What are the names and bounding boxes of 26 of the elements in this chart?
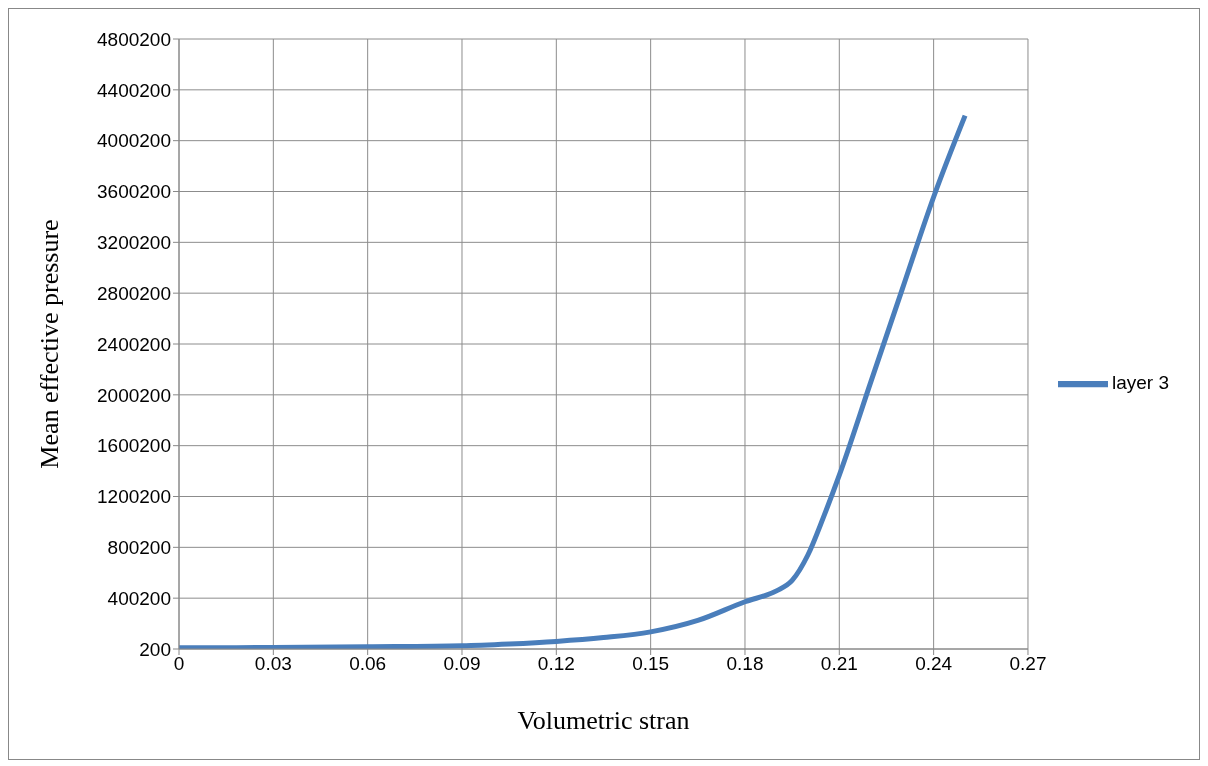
x-tick-label: 0.24	[915, 653, 953, 675]
y-tick-label: 2400200	[97, 333, 171, 355]
y-tick-label: 4400200	[97, 79, 171, 101]
y-tick-label: 200	[139, 638, 171, 660]
y-tick-label: 4000200	[97, 130, 171, 152]
x-tick-label: 0.06	[349, 653, 387, 675]
y-tick-label: 2000200	[97, 384, 171, 406]
x-tick-label: 0	[173, 653, 185, 675]
y-tick-label: 800200	[107, 537, 171, 559]
x-tick-label: 0.15	[632, 653, 670, 675]
y-tick-label: 3200200	[97, 232, 171, 254]
y-tick-label: 2800200	[97, 282, 171, 304]
y-tick-label: 3600200	[97, 181, 171, 203]
y-tick-label: 1200200	[97, 486, 171, 508]
y-tick-label: 4800200	[97, 28, 171, 50]
y-tick-label: 1600200	[97, 435, 171, 457]
x-tick-label: 0.18	[726, 653, 764, 675]
x-tick-label: 0.12	[537, 653, 575, 675]
x-tick-label: 0.21	[820, 653, 858, 675]
legend-label: layer 3	[1111, 372, 1169, 394]
y-axis-title: Mean effective pressure	[35, 219, 65, 469]
y-tick-label: 400200	[107, 587, 171, 609]
x-axis-title: Volumetric stran	[517, 706, 690, 735]
x-tick-label: 0.03	[254, 653, 292, 675]
x-tick-label: 0.27	[1009, 653, 1047, 675]
x-tick-label: 0.09	[443, 653, 481, 675]
